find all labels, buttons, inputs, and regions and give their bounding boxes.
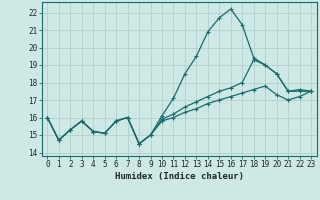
X-axis label: Humidex (Indice chaleur): Humidex (Indice chaleur) bbox=[115, 172, 244, 181]
